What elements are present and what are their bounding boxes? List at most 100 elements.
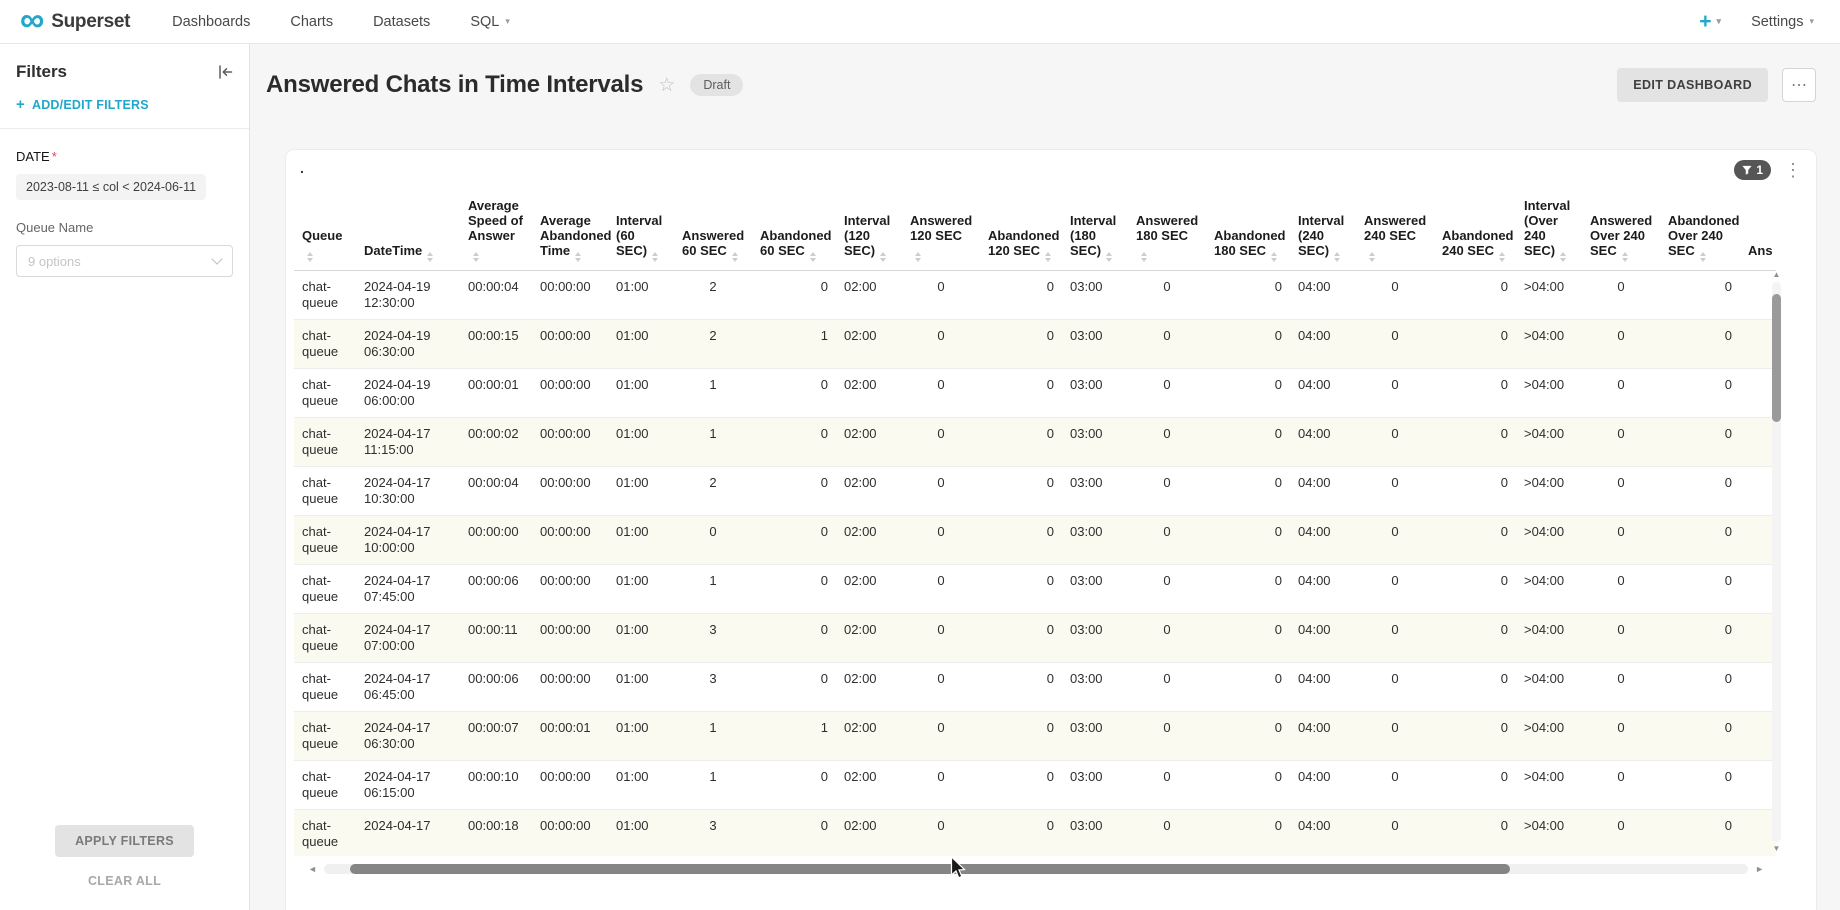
column-header[interactable]: Queue: [294, 192, 356, 271]
column-header[interactable]: Ans: [1740, 192, 1776, 271]
navbar-right: + ▾ Settings ▾: [1699, 10, 1814, 34]
table-cell: 0: [1660, 564, 1740, 614]
favorite-star-icon[interactable]: ☆: [658, 74, 676, 96]
horizontal-scrollbar[interactable]: ◄ ►: [308, 862, 1764, 876]
date-filter-value[interactable]: 2023-08-11 ≤ col < 2024-06-11: [16, 174, 207, 200]
column-header[interactable]: Abandoned 180 SEC: [1206, 192, 1290, 271]
table-cell: 0: [1582, 809, 1660, 856]
table-row[interactable]: chat-queue 2024-04-17 07:45:00 00:00:06 00:…: [294, 564, 1776, 614]
table-row[interactable]: chat-queue 2024-04-17 06:30:00 00:00:07 00:…: [294, 711, 1776, 761]
table-row[interactable]: chat-queue 2024-04-19 06:00:00 00:00:01 00:…: [294, 368, 1776, 418]
chevron-down-icon: ▾: [1809, 16, 1814, 26]
table-cell: 01:00: [608, 613, 674, 663]
table-cell: [1740, 368, 1776, 418]
nav-item-datasets[interactable]: Datasets: [373, 0, 430, 44]
superset-logo[interactable]: ∞ Superset: [20, 3, 130, 37]
horizontal-scrollbar-track[interactable]: [323, 864, 1749, 874]
status-badge: Draft: [690, 74, 744, 96]
nav-item-charts[interactable]: Charts: [290, 0, 333, 44]
table-row[interactable]: chat-queue 2024-04-19 06:30:00 00:00:15 00:…: [294, 319, 1776, 369]
add-edit-filters-button[interactable]: + ADD/EDIT FILTERS: [0, 82, 249, 129]
table-cell: 00:00:01: [532, 711, 608, 761]
table-row[interactable]: chat-queue 2024-04-17 06:15:00 00:00:10 00:…: [294, 760, 1776, 810]
column-header[interactable]: Interval (180 SEC): [1062, 192, 1128, 271]
table-row[interactable]: chat-queue 2024-04-17 06:45:00 00:00:06 00:…: [294, 662, 1776, 712]
column-header[interactable]: DateTime: [356, 192, 460, 271]
table-row[interactable]: chat-queue 2024-04-17 10:00:00 00:00:00 00:…: [294, 515, 1776, 565]
column-header-label: Interval (60 SEC): [616, 213, 663, 258]
table-row[interactable]: chat-queue 2024-04-17 11:15:00 00:00:02 00:…: [294, 417, 1776, 467]
table-cell: chat-queue: [294, 711, 356, 761]
vertical-scrollbar-track[interactable]: [1772, 282, 1781, 842]
table-cell: 0: [980, 270, 1062, 320]
table-row[interactable]: chat-queue 2024-04-17 07:00:00 00:00:11 00:…: [294, 613, 1776, 663]
queue-filter-select[interactable]: 9 options: [16, 245, 233, 277]
table-cell: 0: [1128, 515, 1206, 565]
column-header[interactable]: Answered 180 SEC: [1128, 192, 1206, 271]
settings-menu[interactable]: Settings ▾: [1751, 14, 1814, 30]
column-header[interactable]: Answered 120 SEC: [902, 192, 980, 271]
table-cell: 2024-04-17 11:15:00: [356, 417, 460, 467]
sort-icon: [427, 252, 434, 262]
column-header[interactable]: Interval (60 SEC): [608, 192, 674, 271]
applied-filters-badge[interactable]: 1: [1734, 160, 1771, 180]
horizontal-scrollbar-thumb[interactable]: [349, 864, 1510, 874]
more-options-button[interactable]: ⋯: [1782, 68, 1816, 102]
column-header[interactable]: Abandoned Over 240 SEC: [1660, 192, 1740, 271]
top-navbar: ∞ Superset Dashboards Charts Datasets SQ…: [0, 0, 1840, 44]
table-cell: 0: [1660, 711, 1740, 761]
table-cell: 00:00:00: [532, 417, 608, 467]
column-header[interactable]: Abandoned 60 SEC: [752, 192, 836, 271]
table-cell: 00:00:07: [460, 711, 532, 761]
table-cell: 00:00:18: [460, 809, 532, 856]
table-row[interactable]: chat-queue 2024-04-17 00:00:18 00:00:00 01:0…: [294, 809, 1776, 856]
sort-icon: [1334, 252, 1341, 262]
table-row[interactable]: chat-queue 2024-04-17 10:30:00 00:00:04 00:…: [294, 466, 1776, 516]
scroll-left-icon[interactable]: ◄: [308, 864, 317, 874]
edit-dashboard-button[interactable]: EDIT DASHBOARD: [1617, 68, 1768, 102]
column-header[interactable]: Abandoned 240 SEC: [1434, 192, 1516, 271]
scroll-right-icon[interactable]: ►: [1755, 864, 1764, 874]
table-cell: 00:00:06: [460, 662, 532, 712]
table-row[interactable]: chat-queue 2024-04-19 12:30:00 00:00:04 00:…: [294, 270, 1776, 320]
table-cell: 0: [1206, 368, 1290, 418]
scroll-up-icon[interactable]: ▲: [1772, 270, 1781, 279]
apply-filters-button[interactable]: APPLY FILTERS: [55, 825, 194, 857]
table-cell: 00:00:00: [532, 466, 608, 516]
column-header[interactable]: Average Speed of Answer: [460, 192, 532, 271]
table-cell: [1740, 760, 1776, 810]
column-header[interactable]: Answered Over 240 SEC: [1582, 192, 1660, 271]
sort-icon: [915, 252, 921, 262]
vertical-scrollbar[interactable]: ▲ ▼: [1771, 270, 1782, 854]
table-cell: 02:00: [836, 515, 902, 565]
clear-all-button[interactable]: CLEAR ALL: [87, 874, 162, 888]
column-header[interactable]: Interval (Over 240 SEC): [1516, 192, 1582, 271]
table-cell: 0: [980, 417, 1062, 467]
column-header[interactable]: Answered 240 SEC: [1356, 192, 1434, 271]
sort-icon: [652, 252, 659, 262]
table-cell: 3: [674, 613, 752, 663]
table-cell: 00:00:02: [460, 417, 532, 467]
table-cell: 0: [1206, 711, 1290, 761]
nav-item-sql[interactable]: SQL ▾: [470, 0, 510, 44]
table-cell: 0: [980, 319, 1062, 369]
collapse-filters-icon[interactable]: [218, 65, 233, 79]
table-cell: 0: [1356, 270, 1434, 320]
column-header[interactable]: Average Abandoned Time: [532, 192, 612, 271]
navbar-left: ∞ Superset Dashboards Charts Datasets SQ…: [20, 0, 510, 44]
column-header[interactable]: Interval (240 SEC): [1290, 192, 1356, 271]
required-marker: *: [51, 149, 57, 164]
table-cell: 01:00: [608, 760, 674, 810]
column-header[interactable]: Interval (120 SEC): [836, 192, 902, 271]
table-cell: 0: [902, 417, 980, 467]
vertical-scrollbar-thumb[interactable]: [1772, 294, 1781, 422]
scroll-down-icon[interactable]: ▼: [1772, 844, 1781, 853]
chart-kebab-menu-icon[interactable]: ⋮: [1784, 160, 1802, 180]
new-item-button[interactable]: + ▾: [1699, 10, 1721, 34]
table-cell: 0: [1660, 368, 1740, 418]
filters-panel-spacer: [0, 277, 249, 825]
nav-item-dashboards[interactable]: Dashboards: [172, 0, 250, 44]
column-header[interactable]: Abandoned 120 SEC: [980, 192, 1062, 271]
column-header[interactable]: Answered 60 SEC: [674, 192, 752, 271]
table-cell: 2024-04-17 06:45:00: [356, 662, 460, 712]
